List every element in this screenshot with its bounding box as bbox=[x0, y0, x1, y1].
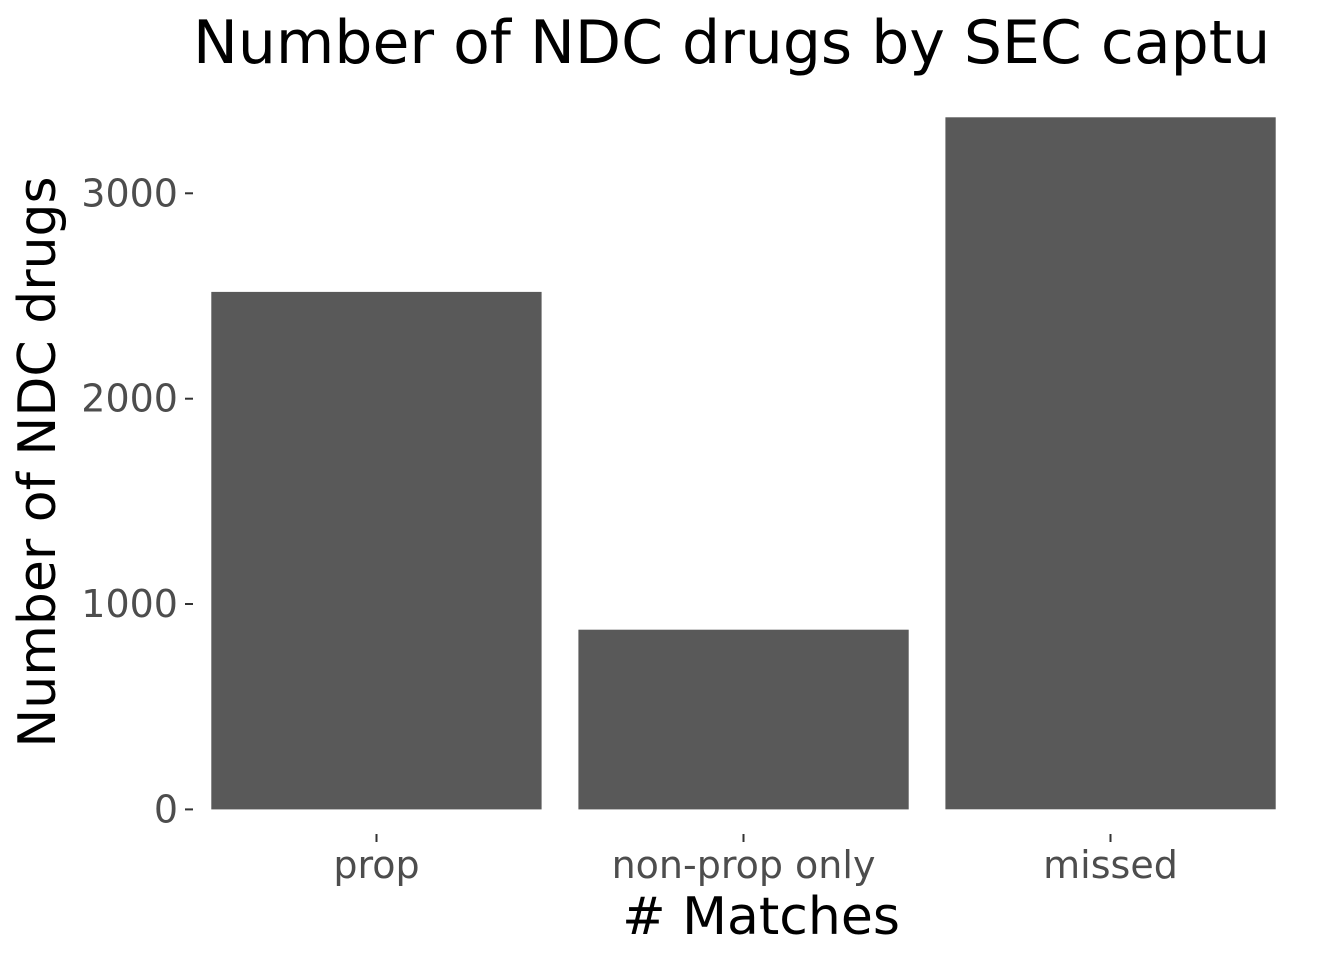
x-axis: prop non-prop only missed bbox=[333, 834, 1178, 887]
bar-non-prop-only bbox=[578, 629, 909, 810]
y-tick-label: 2000 bbox=[81, 377, 178, 421]
x-tick-label: missed bbox=[1043, 843, 1178, 887]
x-tick-label: prop bbox=[333, 843, 419, 887]
y-tick-label: 0 bbox=[154, 787, 178, 831]
x-axis-title: # Matches bbox=[622, 887, 900, 947]
y-tick-label: 1000 bbox=[81, 582, 178, 626]
y-tick-label: 3000 bbox=[81, 171, 178, 215]
bars-group bbox=[211, 117, 1276, 810]
bar-prop bbox=[211, 291, 542, 810]
bar-missed bbox=[945, 117, 1276, 810]
y-axis: 0 1000 2000 3000 bbox=[81, 171, 193, 831]
chart-title: Number of NDC drugs by SEC captu bbox=[193, 8, 1270, 78]
x-tick-label: non-prop only bbox=[612, 843, 876, 887]
y-axis-title: Number of NDC drugs bbox=[8, 176, 68, 747]
